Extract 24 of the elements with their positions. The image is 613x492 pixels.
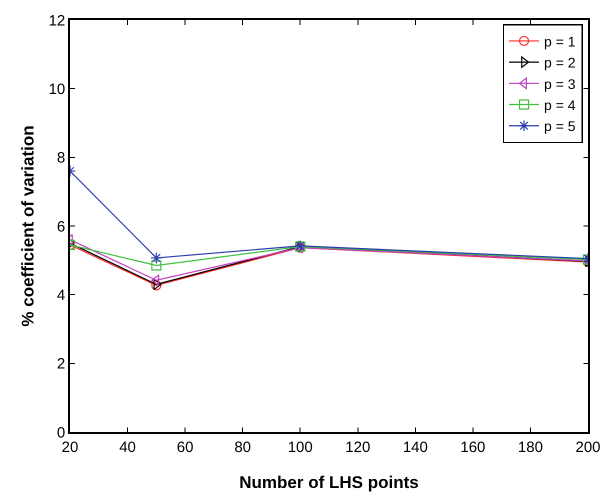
x-tick-label: 140 bbox=[402, 438, 428, 456]
x-tick-label: 60 bbox=[176, 438, 194, 456]
x-tick-label: 80 bbox=[234, 438, 252, 456]
x-tick-label: 100 bbox=[288, 438, 313, 456]
legend-label: p = 2 bbox=[544, 54, 576, 71]
y-tick-label: 0 bbox=[56, 424, 66, 442]
legend-label: p = 1 bbox=[544, 33, 576, 50]
x-tick-label: 200 bbox=[575, 438, 601, 456]
y-axis-title: % coefficient of variation bbox=[18, 125, 38, 327]
y-tick-label: 4 bbox=[56, 286, 66, 304]
x-tick-label: 20 bbox=[62, 438, 78, 456]
y-tick-label: 6 bbox=[56, 218, 66, 236]
legend-label: p = 3 bbox=[544, 76, 576, 92]
x-axis-title: Number of LHS points bbox=[239, 473, 419, 492]
legend-label: p = 4 bbox=[544, 96, 576, 113]
y-tick-label: 10 bbox=[48, 80, 66, 98]
x-tick-label: 120 bbox=[345, 438, 370, 456]
x-tick-label: 160 bbox=[460, 438, 486, 456]
y-tick-label: 2 bbox=[56, 356, 66, 373]
y-tick-label: 8 bbox=[56, 150, 66, 167]
x-tick-label: 40 bbox=[119, 438, 136, 456]
x-tick-label: 180 bbox=[518, 438, 543, 456]
legend-label: p = 5 bbox=[544, 118, 576, 134]
y-tick-label: 12 bbox=[48, 12, 66, 30]
